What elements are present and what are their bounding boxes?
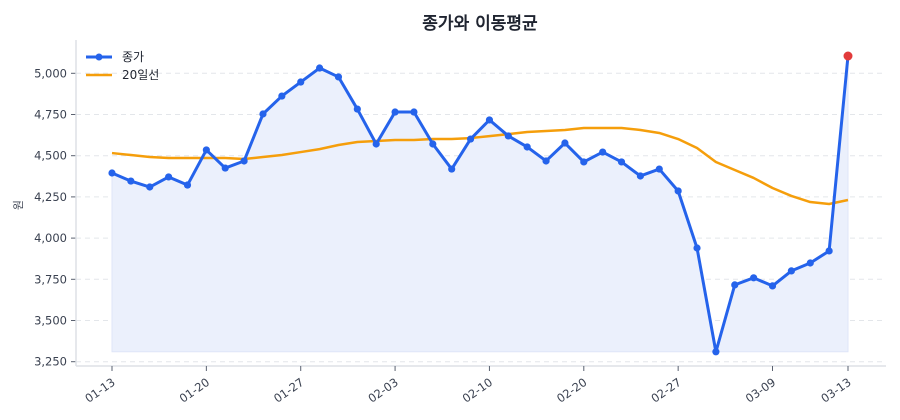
- close-marker: [183, 181, 192, 189]
- y-tick-label: 3,500: [34, 314, 67, 328]
- chart-title: 종가와 이동평균: [422, 14, 538, 34]
- x-tick-label: 02-27: [648, 375, 683, 406]
- close-marker: [410, 108, 418, 116]
- close-marker: [504, 132, 512, 140]
- x-tick-label: 01-13: [82, 375, 117, 406]
- y-tick-label: 4,000: [34, 231, 67, 245]
- close-marker: [448, 165, 456, 173]
- close-marker: [315, 64, 324, 72]
- close-marker: [108, 169, 116, 177]
- close-marker: [599, 148, 607, 156]
- y-tick-label: 4,500: [34, 149, 67, 163]
- close-marker: [127, 177, 135, 185]
- close-marker: [278, 92, 286, 100]
- y-axis-label: 원: [12, 200, 25, 210]
- x-tick-label: 03-13: [818, 375, 853, 406]
- close-marker: [712, 348, 720, 356]
- close-marker: [334, 73, 343, 81]
- close-area-fill: [111, 55, 849, 353]
- y-tick-label: 4,250: [34, 190, 67, 204]
- y-tick-label: 3,750: [34, 272, 67, 286]
- ma20-line: [111, 126, 849, 206]
- close-marker: [655, 165, 663, 173]
- x-tick-label: 01-27: [271, 375, 306, 406]
- close-marker: [693, 244, 701, 252]
- close-marker: [391, 108, 399, 116]
- close-marker: [259, 110, 267, 118]
- close-marker: [202, 146, 210, 154]
- close-marker: [221, 164, 229, 172]
- close-marker: [429, 140, 437, 148]
- series-lines: [108, 51, 853, 356]
- close-marker: [806, 259, 814, 267]
- close-marker: [165, 173, 173, 181]
- close-marker: [731, 281, 739, 289]
- close-marker: [297, 78, 305, 86]
- close-marker: [485, 116, 494, 124]
- legend-close-marker-icon: [95, 53, 103, 61]
- x-tick-label: 02-03: [365, 375, 400, 406]
- close-line: [111, 55, 850, 354]
- close-marker: [146, 183, 154, 191]
- y-tick-label: 4,750: [34, 108, 67, 122]
- close-marker: [580, 158, 588, 166]
- area-fill: [111, 55, 849, 353]
- legend: 종가 20일선: [86, 50, 159, 82]
- close-marker: [466, 135, 475, 143]
- x-tick-label: 02-20: [554, 375, 589, 406]
- close-marker: [787, 267, 795, 275]
- x-tick-label: 03-09: [743, 375, 778, 406]
- y-tick-label: 5,000: [34, 66, 67, 80]
- close-marker: [353, 105, 361, 113]
- close-marker: [674, 187, 682, 195]
- x-tick-label: 01-20: [177, 375, 212, 406]
- legend-label-ma20: 20일선: [122, 68, 159, 82]
- axes: 3,250 3,500 3,750 4,000 4,250 4,500 4,750 5,000…: [34, 40, 886, 406]
- close-marker: [372, 140, 380, 148]
- close-marker: [636, 172, 645, 180]
- close-marker: [825, 247, 833, 255]
- close-marker: [768, 282, 777, 290]
- legend-label-close: 종가: [122, 50, 144, 64]
- close-marker: [240, 157, 248, 165]
- close-marker: [523, 143, 531, 151]
- y-tick-label: 3,250: [34, 355, 67, 369]
- close-marker: [750, 274, 758, 282]
- close-marker: [561, 139, 569, 147]
- close-marker: [542, 157, 550, 165]
- close-marker: [617, 158, 626, 166]
- last-close-marker: [843, 51, 853, 61]
- x-tick-label: 02-10: [460, 375, 495, 406]
